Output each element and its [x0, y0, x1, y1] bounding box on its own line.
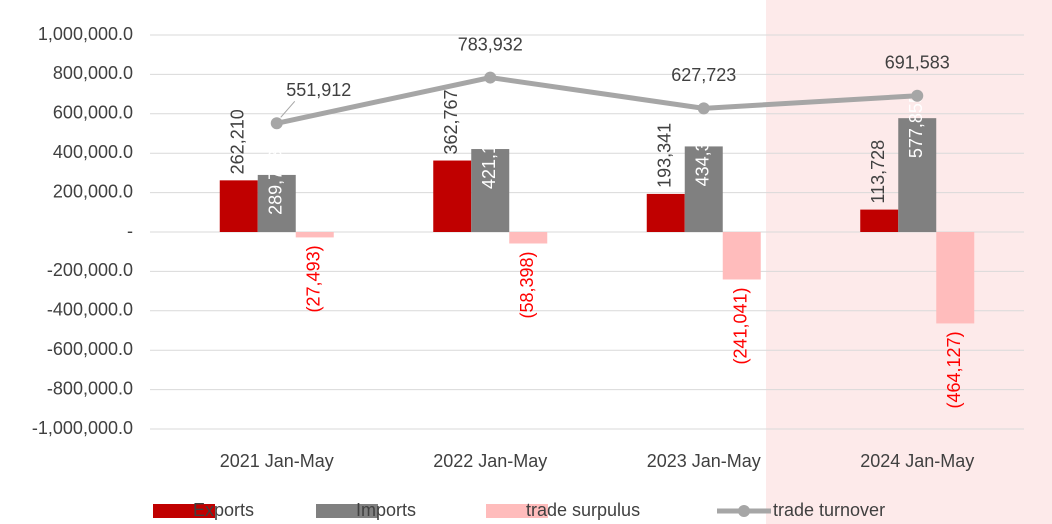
y-tick-label: - — [127, 221, 133, 241]
leader-line — [280, 100, 296, 118]
legend-label: Exports — [193, 500, 254, 520]
line-marker — [911, 89, 924, 102]
x-tick-label: 2024 Jan-May — [860, 451, 974, 471]
highlight-band — [766, 0, 1052, 524]
bar — [433, 160, 472, 232]
data-label: 434,382 — [693, 121, 713, 186]
y-tick-label: 800,000.0 — [53, 63, 133, 83]
bar — [509, 232, 548, 244]
bar — [936, 232, 975, 324]
y-tick-label: -400,000.0 — [47, 300, 133, 320]
y-tick-label: 200,000.0 — [53, 181, 133, 201]
x-tick-label: 2021 Jan-May — [220, 451, 334, 471]
data-label: 113,728 — [868, 140, 888, 204]
legend-swatch — [316, 504, 378, 518]
legend-label: trade surpulus — [526, 500, 640, 520]
data-label: (464,127) — [944, 331, 964, 408]
bar — [219, 180, 258, 232]
data-label: 577,855 — [906, 93, 926, 158]
line-marker — [484, 71, 497, 84]
legend-swatch — [738, 505, 750, 517]
data-label: 262,210 — [228, 109, 248, 174]
y-tick-label: -800,000.0 — [47, 378, 133, 398]
line-marker — [270, 117, 283, 130]
bar — [257, 174, 296, 232]
data-label: 627,723 — [671, 65, 736, 85]
y-tick-label: 600,000.0 — [53, 103, 133, 123]
data-label: 289,703 — [266, 150, 286, 215]
y-tick-label: -600,000.0 — [47, 339, 133, 359]
line-marker — [697, 102, 710, 115]
x-tick-label: 2022 Jan-May — [433, 451, 547, 471]
bar — [295, 232, 334, 238]
y-tick-label: -200,000.0 — [47, 260, 133, 280]
bar — [860, 209, 899, 232]
data-label: 362,767 — [441, 89, 461, 154]
data-label: (27,493) — [304, 245, 324, 312]
x-tick-label: 2023 Jan-May — [647, 451, 761, 471]
data-label: (58,398) — [517, 252, 537, 319]
bar — [646, 193, 685, 232]
y-tick-label: -1,000,000.0 — [32, 418, 133, 438]
data-label: 691,583 — [885, 53, 950, 73]
data-label: 783,932 — [458, 34, 523, 54]
bar — [722, 232, 761, 280]
legend-label: trade turnover — [773, 500, 885, 520]
legend-swatch — [486, 504, 548, 518]
legend-label: Imports — [356, 500, 416, 520]
data-label: 193,341 — [655, 123, 675, 188]
data-label: 421,165 — [479, 124, 499, 189]
bar — [471, 149, 510, 232]
bar — [684, 146, 723, 232]
y-tick-label: 1,000,000.0 — [38, 24, 133, 44]
y-tick-label: 400,000.0 — [53, 142, 133, 162]
legend-swatch — [153, 504, 215, 518]
line — [276, 75, 918, 126]
data-label: 551,912 — [286, 80, 351, 100]
data-label: (241,041) — [731, 287, 751, 364]
bar — [898, 118, 937, 232]
